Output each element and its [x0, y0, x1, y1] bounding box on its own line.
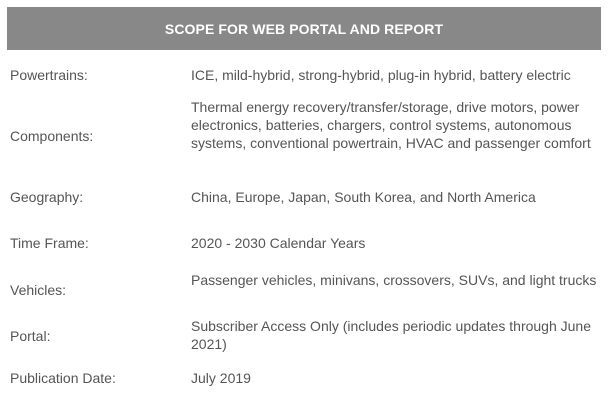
- row-value: Passenger vehicles, minivans, crossovers…: [191, 272, 597, 288]
- row-value: 2020 - 2030 Calendar Years: [191, 235, 366, 251]
- row-label: Publication Date:: [10, 370, 116, 386]
- table-header: SCOPE FOR WEB PORTAL AND REPORT: [7, 7, 601, 50]
- row-label: Components:: [10, 128, 94, 144]
- row-value: ICE, mild-hybrid, strong-hybrid, plug-in…: [191, 67, 571, 83]
- row-value: China, Europe, Japan, South Korea, and N…: [191, 189, 536, 205]
- row-value: Subscriber Access Only (includes periodi…: [191, 318, 591, 352]
- row-label: Portal:: [10, 328, 51, 344]
- row-label: Powertrains:: [10, 67, 88, 83]
- row-label: Vehicles:: [10, 282, 67, 298]
- row-label: Geography:: [10, 189, 84, 205]
- header-title: SCOPE FOR WEB PORTAL AND REPORT: [164, 20, 444, 37]
- row-label: Time Frame:: [10, 235, 89, 251]
- row-value: Thermal energy recovery/transfer/storage…: [191, 99, 591, 151]
- row-value: July 2019: [191, 370, 251, 386]
